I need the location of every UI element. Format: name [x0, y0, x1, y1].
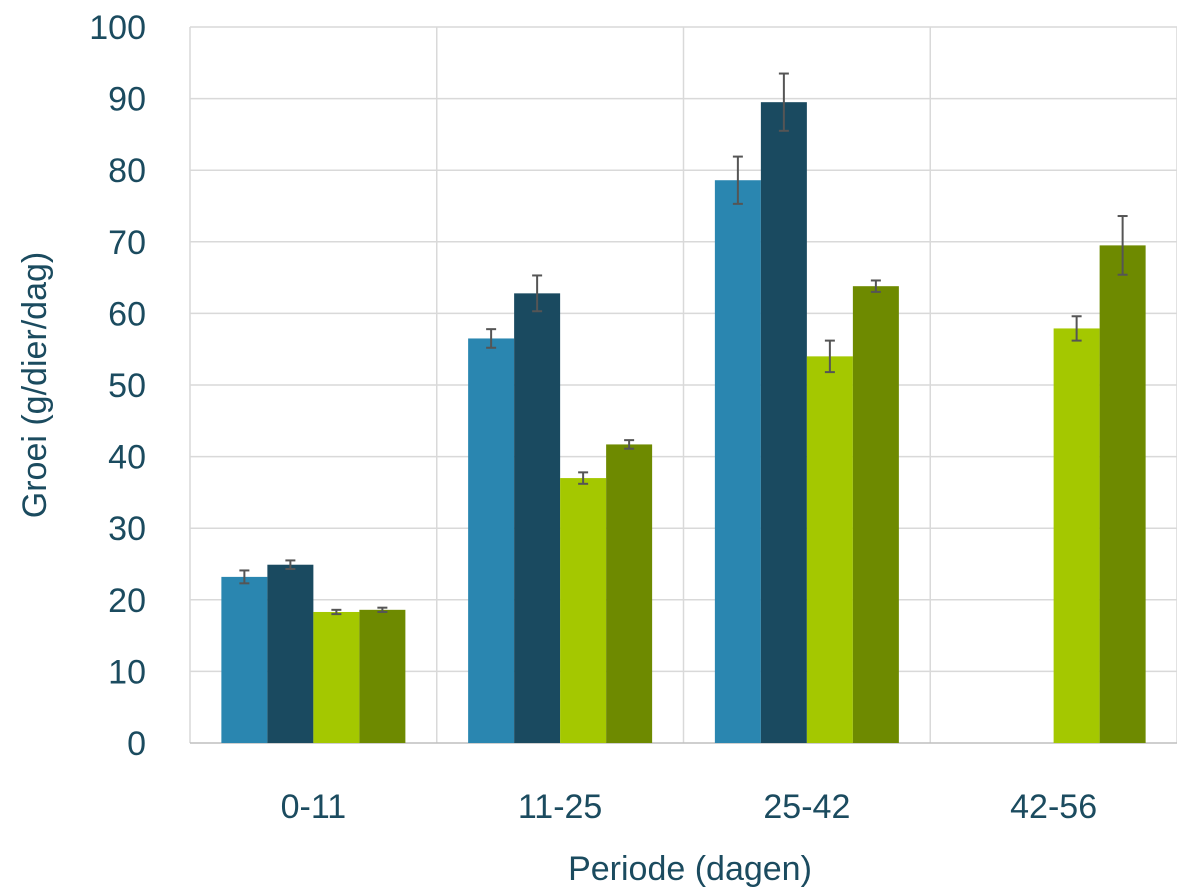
x-tick-label: 0-11: [281, 788, 347, 826]
y-axis-ticks: 0 10 20 30 40 50 60 70 80 90 100: [89, 9, 146, 763]
y-tick-label: 0: [127, 725, 146, 763]
bar: [514, 293, 561, 743]
bar: [606, 444, 653, 743]
x-tick-label: 42-56: [1010, 788, 1097, 826]
bar: [221, 576, 268, 743]
y-tick-label: 90: [108, 81, 146, 119]
y-axis-title: Groei (g/dier/dag): [16, 252, 54, 518]
y-tick-label: 50: [108, 367, 146, 405]
x-tick-label: 11-25: [518, 788, 602, 826]
gridlines: [189, 26, 1177, 744]
bar: [267, 564, 314, 743]
bar: [1053, 328, 1100, 743]
bar: [560, 478, 607, 743]
y-tick-label: 40: [108, 439, 146, 477]
bar: [760, 102, 807, 744]
y-tick-label: 10: [108, 653, 146, 691]
y-tick-label: 30: [108, 510, 146, 548]
y-tick-label: 80: [108, 152, 146, 190]
bar: [1099, 245, 1146, 743]
bar: [359, 609, 406, 743]
bars: [221, 102, 1146, 744]
bar: [714, 180, 761, 743]
x-axis-title: Periode (dagen): [568, 850, 812, 888]
bar: [852, 286, 899, 743]
x-axis-ticks: 0-11 11-25 25-42 42-56: [281, 788, 1098, 826]
x-tick-label: 25-42: [763, 788, 850, 826]
bar: [468, 338, 515, 743]
bar: [806, 356, 853, 743]
y-tick-label: 70: [108, 224, 146, 262]
bar: [313, 611, 360, 743]
error-bars: [239, 72, 1128, 616]
y-tick-label: 20: [108, 582, 146, 620]
y-tick-label: 100: [89, 9, 146, 47]
y-tick-label: 60: [108, 295, 146, 333]
